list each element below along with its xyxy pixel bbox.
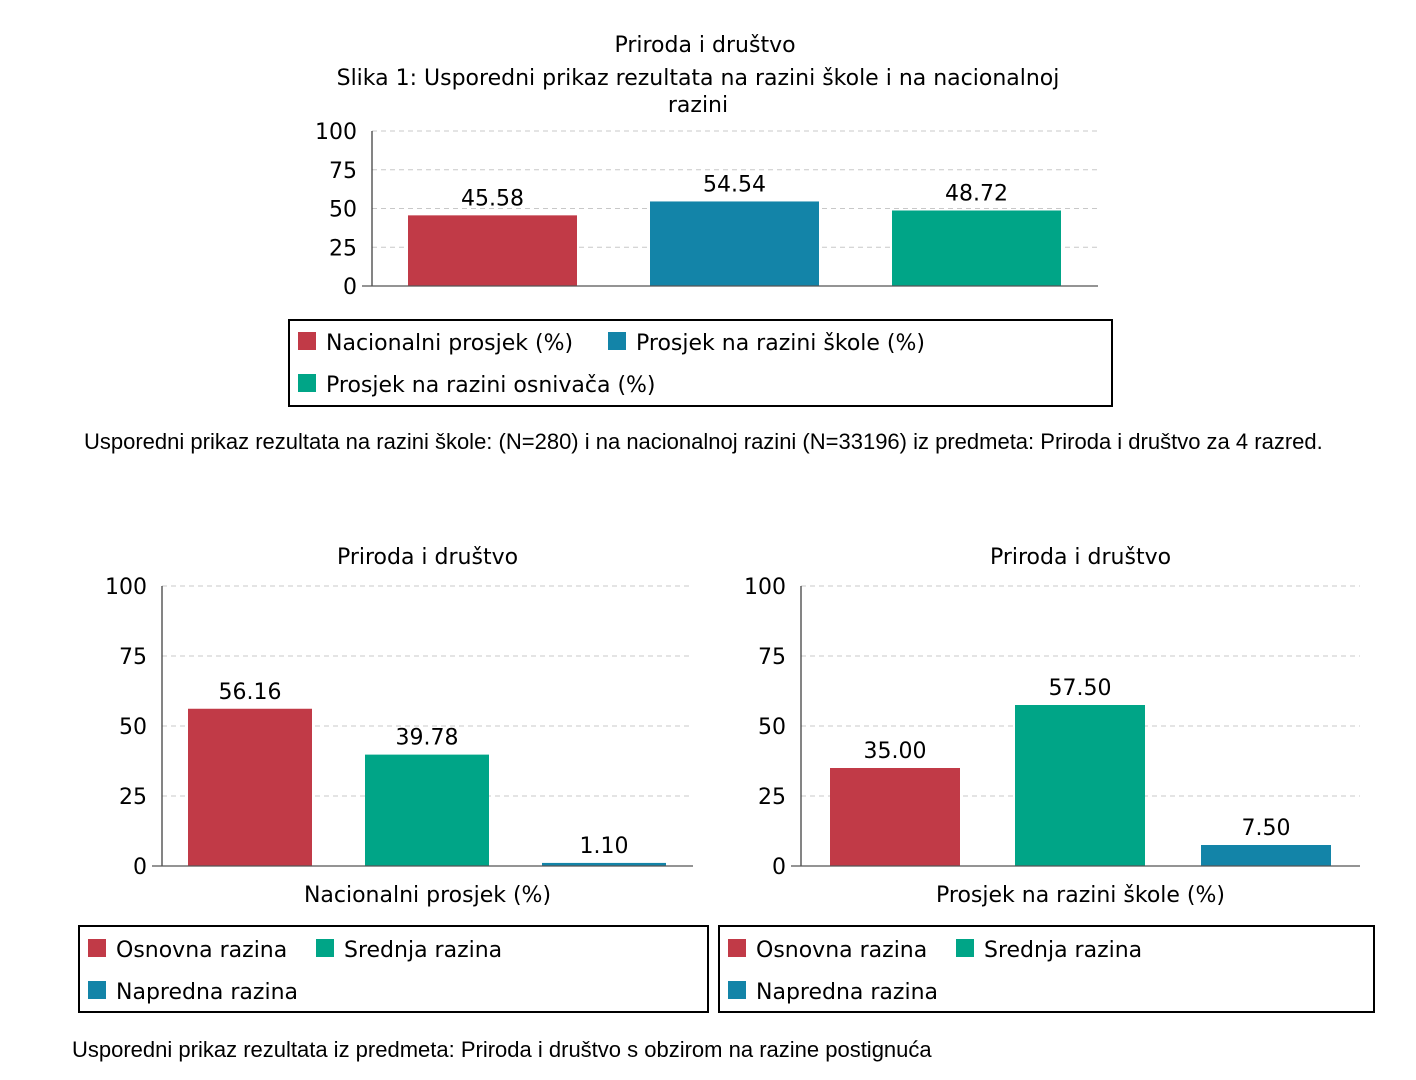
bar-1: [188, 708, 312, 866]
legend-label: Nacionalni prosjek (%): [326, 331, 573, 356]
legend: Nacionalni prosjek (%) Prosjek na razini …: [288, 319, 1113, 407]
chart-3: Priroda i društvo 0 25 50 75 100 35.00 57.50 7.5…: [718, 545, 1375, 1013]
legend-swatch: [298, 374, 316, 392]
legend: Osnovna razina Srednja razina Napredna raz…: [718, 925, 1375, 1013]
legend-label: Srednja razina: [344, 938, 502, 963]
chart-subtitle-line: Slika 1: Usporedni prikaz rezultata na r…: [337, 66, 1060, 91]
bottom-charts-caption: Usporedni prikaz rezultata iz predmeta: …: [72, 1037, 932, 1062]
bar-2: [1015, 705, 1145, 866]
legend: Osnovna razina Srednja razina Napredna raz…: [78, 925, 709, 1013]
y-tick-label: 75: [758, 645, 786, 670]
y-tick-label: 100: [105, 575, 147, 600]
bar-3: [892, 210, 1061, 286]
legend-swatch: [608, 332, 626, 350]
y-tick-label: 75: [119, 645, 147, 670]
bar-value-label: 35.00: [864, 739, 927, 764]
y-tick-label: 50: [119, 715, 147, 740]
legend-frame: [78, 925, 709, 1013]
legend-label: Prosjek na razini škole (%): [636, 331, 925, 356]
legend-swatch: [88, 981, 106, 999]
bar-value-label: 1.10: [580, 834, 629, 859]
chart-title: Priroda i društvo: [990, 545, 1171, 570]
y-tick-label: 25: [758, 785, 786, 810]
y-tick-label: 50: [329, 198, 357, 223]
chart-subtitle-line: razini: [668, 93, 728, 118]
legend-swatch: [316, 939, 334, 957]
bar-value-label: 57.50: [1049, 676, 1112, 701]
legend-swatch: [728, 981, 746, 999]
y-tick-label: 0: [343, 275, 357, 300]
bar-value-label: 7.50: [1242, 816, 1291, 841]
legend-swatch: [298, 332, 316, 350]
legend-frame: [288, 319, 1113, 407]
legend-label: Napredna razina: [756, 980, 938, 1005]
bar-value-label: 45.58: [461, 186, 524, 211]
y-tick-label: 100: [744, 575, 786, 600]
y-tick-label: 25: [329, 236, 357, 261]
bar-1: [830, 768, 960, 866]
chart-2: Priroda i društvo 0 25 50 75 100 56.16 39.78 1.1…: [78, 545, 709, 1013]
bar-2: [650, 201, 819, 286]
bar-value-label: 39.78: [396, 726, 459, 751]
legend-swatch: [956, 939, 974, 957]
x-axis-label: Nacionalni prosjek (%): [304, 883, 551, 908]
y-tick-label: 75: [329, 159, 357, 184]
y-tick-label: 100: [315, 120, 357, 145]
x-axis-label: Prosjek na razini škole (%): [936, 883, 1225, 908]
legend-label: Napredna razina: [116, 980, 298, 1005]
top-chart-caption: Usporedni prikaz rezultata na razini ško…: [84, 429, 1323, 454]
legend-frame: [718, 925, 1375, 1013]
chart-title: Priroda i društvo: [337, 545, 518, 570]
bar-value-label: 54.54: [703, 172, 766, 197]
legend-label: Osnovna razina: [756, 938, 927, 963]
bar-2: [365, 754, 489, 866]
y-tick-label: 50: [758, 715, 786, 740]
bar-1: [408, 215, 577, 286]
bar-value-label: 56.16: [219, 680, 282, 705]
chart-1: Priroda i društvo Slika 1: Usporedni prik…: [288, 33, 1113, 407]
legend-swatch: [88, 939, 106, 957]
legend-label: Osnovna razina: [116, 938, 287, 963]
legend-label: Prosjek na razini osnivača (%): [326, 373, 656, 398]
y-tick-label: 0: [133, 855, 147, 880]
bar-value-label: 48.72: [945, 181, 1008, 206]
legend-label: Srednja razina: [984, 938, 1142, 963]
bar-3: [1201, 845, 1331, 866]
chart-title: Priroda i društvo: [614, 33, 795, 58]
legend-swatch: [728, 939, 746, 957]
bar-3: [542, 862, 666, 866]
y-tick-label: 0: [772, 855, 786, 880]
y-tick-label: 25: [119, 785, 147, 810]
